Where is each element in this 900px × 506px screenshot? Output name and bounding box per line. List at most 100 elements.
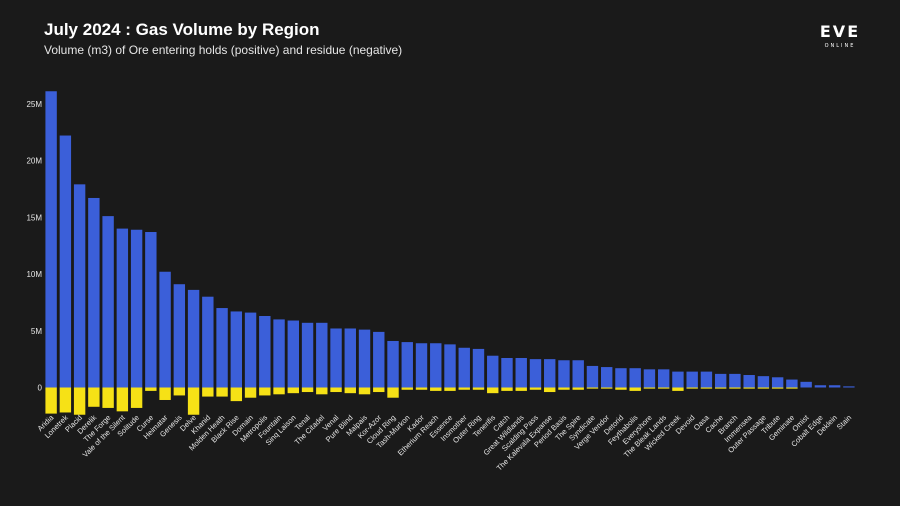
bar-positive: [729, 373, 741, 388]
bar-positive: [444, 344, 456, 388]
bar-negative: [629, 387, 641, 391]
bar-negative: [244, 387, 257, 398]
bar-positive: [757, 376, 770, 388]
bar-negative: [401, 387, 413, 390]
bar-negative: [743, 387, 755, 389]
bar-negative: [259, 387, 271, 396]
bar-positive: [700, 371, 713, 388]
bar-negative: [657, 387, 670, 389]
bar-negative: [643, 387, 656, 389]
bar-negative: [458, 387, 470, 390]
y-tick-label: 5M: [31, 327, 42, 336]
y-tick-label: 25M: [26, 100, 42, 109]
bar-positive: [73, 184, 86, 388]
bar-negative: [130, 387, 143, 408]
bar-negative: [216, 387, 228, 397]
bar-negative: [700, 387, 713, 389]
bar-positive: [558, 360, 570, 388]
bar-negative: [102, 387, 114, 408]
bar-positive: [843, 386, 855, 388]
bar-positive: [686, 371, 698, 388]
bar-positive: [714, 373, 727, 388]
bar-positive: [544, 359, 556, 388]
bar-positive: [259, 316, 271, 388]
bar-positive: [572, 360, 584, 388]
bar-positive: [187, 289, 200, 388]
bar-positive: [130, 229, 143, 388]
bar-positive: [672, 371, 684, 388]
bar-positive: [586, 365, 599, 388]
bar-negative: [202, 387, 214, 397]
bar-negative: [672, 387, 684, 391]
bar-positive: [743, 375, 755, 388]
bar-positive: [487, 355, 499, 388]
bar-negative: [287, 387, 299, 394]
eve-online-logo: EVE ONLINE: [820, 22, 860, 49]
bar-positive: [102, 216, 114, 388]
logo-sub-text: ONLINE: [825, 43, 856, 49]
bar-positive: [145, 232, 157, 388]
bar-positive: [387, 340, 399, 388]
bar-negative: [515, 387, 527, 391]
bar-negative: [330, 387, 342, 393]
bar-negative: [615, 387, 627, 390]
bar-negative: [444, 387, 456, 391]
bar-negative: [45, 387, 57, 414]
bar-negative: [316, 387, 328, 395]
bar-positive: [529, 359, 542, 388]
bar-positive: [159, 271, 171, 388]
bar-negative: [572, 387, 584, 390]
bar-positive: [601, 367, 613, 388]
bar-negative: [187, 387, 200, 415]
bar-positive: [643, 369, 656, 388]
bar-positive: [173, 284, 186, 388]
bar-positive: [330, 328, 342, 388]
bar-positive: [472, 348, 485, 388]
bar-positive: [786, 379, 798, 388]
chart-title: July 2024 : Gas Volume by Region: [44, 20, 320, 39]
bar-negative: [529, 387, 542, 390]
bar-positive: [657, 369, 670, 388]
bar-negative: [373, 387, 385, 393]
bars: [45, 91, 855, 415]
bar-negative: [230, 387, 243, 402]
logo-main-text: EVE: [820, 22, 860, 41]
bar-positive: [615, 368, 627, 388]
bar-negative: [73, 387, 86, 415]
bar-negative: [358, 387, 371, 395]
bar-positive: [430, 343, 442, 388]
bar-negative: [487, 387, 499, 394]
bar-negative: [586, 387, 599, 389]
bar-positive: [216, 308, 228, 388]
bar-positive: [273, 319, 285, 388]
bar-negative: [786, 387, 798, 389]
bar-negative: [544, 387, 556, 393]
bar-positive: [45, 91, 57, 388]
bar-positive: [244, 312, 257, 388]
bar-positive: [301, 322, 314, 388]
bar-negative: [729, 387, 741, 389]
bar-positive: [287, 320, 299, 388]
bar-negative: [430, 387, 442, 391]
bar-positive: [415, 343, 428, 388]
bar-positive: [344, 328, 356, 388]
bar-positive: [88, 197, 100, 388]
bar-negative: [88, 387, 100, 407]
bar-positive: [814, 385, 827, 388]
bar-positive: [316, 322, 328, 388]
bar-positive: [828, 385, 841, 388]
bar-negative: [472, 387, 485, 390]
bar-negative: [387, 387, 399, 398]
bar-negative: [558, 387, 570, 390]
bar-positive: [501, 357, 513, 388]
bar-negative: [771, 387, 784, 389]
bar-positive: [230, 311, 243, 388]
y-tick-label: 10M: [26, 270, 42, 279]
bar-positive: [401, 342, 413, 388]
bar-positive: [515, 357, 527, 388]
y-tick-label: 0: [38, 384, 43, 393]
bar-positive: [358, 329, 371, 388]
bar-negative: [173, 387, 186, 396]
